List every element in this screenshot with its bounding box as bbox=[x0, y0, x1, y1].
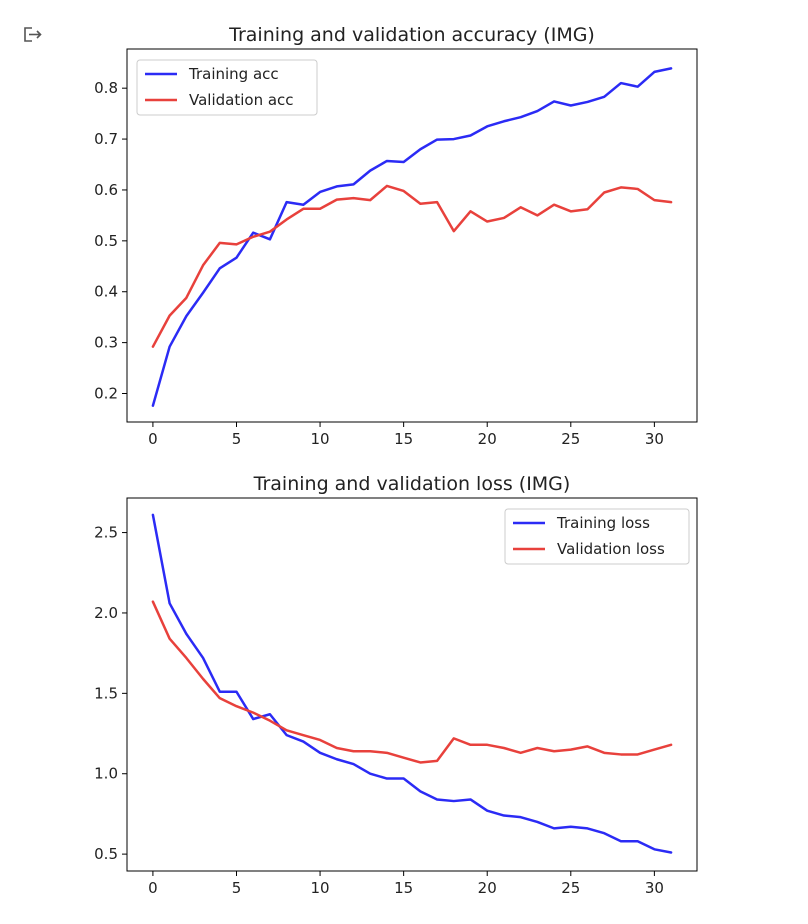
accuracy-legend-box bbox=[136, 59, 318, 116]
loss-x-tick-label-30: 30 bbox=[645, 879, 664, 897]
accuracy-y-tick-label-5: 0.7 bbox=[94, 130, 118, 148]
accuracy-series-training-line bbox=[151, 67, 673, 407]
accuracy-x-tick-label-25: 25 bbox=[561, 430, 580, 448]
output-arrow-icon bbox=[24, 27, 42, 42]
accuracy-y-tick-label-3: 0.5 bbox=[94, 232, 118, 250]
accuracy-series-validation-line bbox=[151, 184, 673, 348]
accuracy-legend: Training acc Validation acc bbox=[136, 59, 318, 116]
loss-legend-label-training: Training loss bbox=[556, 514, 650, 532]
loss-x-tick-label-25: 25 bbox=[561, 879, 580, 897]
loss-series-training-line bbox=[151, 513, 673, 854]
loss-x-tick-label-0: 0 bbox=[148, 879, 158, 897]
accuracy-y-tick-label-0: 0.2 bbox=[94, 385, 118, 403]
loss-y-tick-label-2: 1.5 bbox=[94, 684, 118, 702]
loss-legend-box bbox=[504, 508, 690, 565]
loss-chart-title: Training and validation loss (IMG) bbox=[253, 473, 571, 495]
loss-y-tick-label-3: 2.0 bbox=[94, 604, 118, 622]
loss-chart: Training and validation loss (IMG) 0 5 10 15… bbox=[94, 473, 698, 897]
accuracy-plot-frame bbox=[126, 48, 698, 423]
accuracy-y-tick-label-2: 0.4 bbox=[94, 283, 118, 301]
accuracy-x-tick-label-15: 15 bbox=[394, 430, 413, 448]
accuracy-x-tick-label-0: 0 bbox=[148, 430, 158, 448]
loss-x-tick-label-20: 20 bbox=[478, 879, 497, 897]
loss-legend-label-validation: Validation loss bbox=[557, 540, 665, 558]
accuracy-legend-label-training: Training acc bbox=[188, 65, 279, 83]
accuracy-x-tick-label-20: 20 bbox=[478, 430, 497, 448]
accuracy-chart: Training and validation accuracy (IMG) 0 5… bbox=[94, 24, 698, 448]
accuracy-x-tick-label-10: 10 bbox=[311, 430, 330, 448]
accuracy-legend-label-validation: Validation acc bbox=[189, 91, 294, 109]
accuracy-y-tick-label-4: 0.6 bbox=[94, 181, 118, 199]
loss-y-tick-label-1: 1.0 bbox=[94, 765, 118, 783]
loss-x-tick-label-5: 5 bbox=[232, 879, 242, 897]
loss-y-tick-label-0: 0.5 bbox=[94, 845, 118, 863]
loss-series-validation-line bbox=[151, 600, 673, 764]
loss-x-tick-label-15: 15 bbox=[394, 879, 413, 897]
accuracy-chart-title: Training and validation accuracy (IMG) bbox=[228, 24, 595, 46]
accuracy-x-tick-label-5: 5 bbox=[232, 430, 242, 448]
accuracy-x-tick-label-30: 30 bbox=[645, 430, 664, 448]
loss-y-tick-label-4: 2.5 bbox=[94, 524, 118, 542]
loss-x-tick-label-10: 10 bbox=[311, 879, 330, 897]
loss-legend: Training loss Validation loss bbox=[504, 508, 690, 565]
accuracy-y-tick-label-6: 0.8 bbox=[94, 79, 118, 97]
loss-plot-frame bbox=[126, 497, 698, 872]
accuracy-y-tick-label-1: 0.3 bbox=[94, 334, 118, 352]
